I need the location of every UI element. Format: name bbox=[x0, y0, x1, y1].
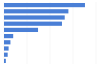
chart bbox=[0, 0, 100, 71]
bar bbox=[4, 15, 65, 19]
grid-line bbox=[73, 2, 74, 64]
bar bbox=[4, 40, 10, 44]
bar bbox=[4, 34, 13, 38]
bar bbox=[4, 22, 62, 26]
bar bbox=[4, 46, 9, 50]
bars bbox=[4, 3, 85, 63]
bar bbox=[4, 3, 85, 7]
grid-line bbox=[96, 2, 97, 64]
bar bbox=[4, 28, 38, 32]
bar bbox=[4, 53, 8, 57]
bar bbox=[4, 9, 68, 13]
bar bbox=[4, 59, 6, 63]
